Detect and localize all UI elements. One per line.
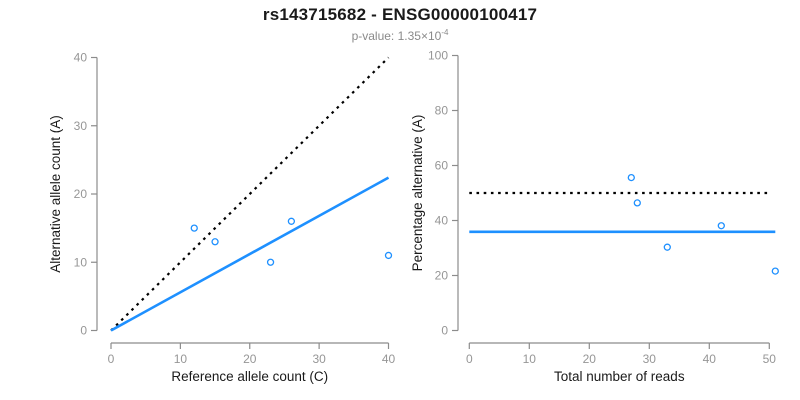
- figure-header: rs143715682 - ENSG00000100417 p-value: 1…: [0, 5, 800, 43]
- y-tick-label: 60: [435, 159, 449, 173]
- y-axis-title: Percentage alternative (A): [410, 115, 425, 272]
- x-tick-label: 40: [382, 352, 396, 366]
- x-tick-label: 10: [174, 352, 188, 366]
- fit-line: [110, 176, 390, 332]
- y-tick-label: 20: [435, 269, 449, 283]
- data-point: [211, 238, 219, 246]
- p-value-text: p-value: 1.35×10: [351, 29, 442, 43]
- y-tick-label: 80: [435, 104, 449, 118]
- x-tick-label: 30: [643, 352, 657, 366]
- data-point: [287, 217, 296, 225]
- y-axis-title: Alternative allele count (A): [48, 115, 63, 273]
- y-tick-label: 10: [74, 255, 88, 269]
- y-tick-label: 30: [74, 119, 88, 133]
- right-scatter-plot: 0 20 40 60 80 100 0 10 20 30 40 50 Total number of r…: [410, 49, 779, 384]
- x-tick-label: 50: [763, 352, 777, 366]
- y-tick-label: 40: [74, 51, 88, 65]
- x-tick-label: 40: [703, 352, 717, 366]
- data-point: [717, 222, 725, 230]
- data-point: [266, 258, 275, 266]
- p-value-subtitle: p-value: 1.35×10-4: [0, 28, 800, 43]
- x-tick-label: 30: [312, 352, 326, 366]
- x-tick-label: 0: [466, 352, 473, 366]
- x-tick-label: 20: [243, 352, 257, 366]
- identity-line: [110, 56, 390, 332]
- x-tick-label: 20: [583, 352, 597, 366]
- x-tick-label: 10: [523, 352, 537, 366]
- data-point: [633, 199, 641, 207]
- data-point: [190, 224, 198, 232]
- figure-title: rs143715682 - ENSG00000100417: [262, 5, 538, 24]
- data-point: [771, 267, 779, 275]
- y-tick-label: 40: [435, 214, 449, 228]
- y-tick-label: 100: [428, 49, 448, 63]
- data-point: [663, 243, 671, 251]
- x-axis-title: Reference allele count (C): [171, 369, 328, 384]
- y-tick-label: 0: [80, 324, 87, 338]
- p-value-exponent: -4: [441, 28, 449, 37]
- y-tick-label: 20: [74, 187, 88, 201]
- x-tick-label: 0: [108, 352, 115, 366]
- data-point: [384, 251, 393, 260]
- x-axis-title: Total number of reads: [554, 369, 685, 384]
- left-scatter-plot: 0 10 20 30 40 0 10 20 30 40 Reference allele count…: [48, 51, 396, 385]
- y-tick-label: 0: [441, 324, 448, 338]
- data-point: [627, 173, 635, 182]
